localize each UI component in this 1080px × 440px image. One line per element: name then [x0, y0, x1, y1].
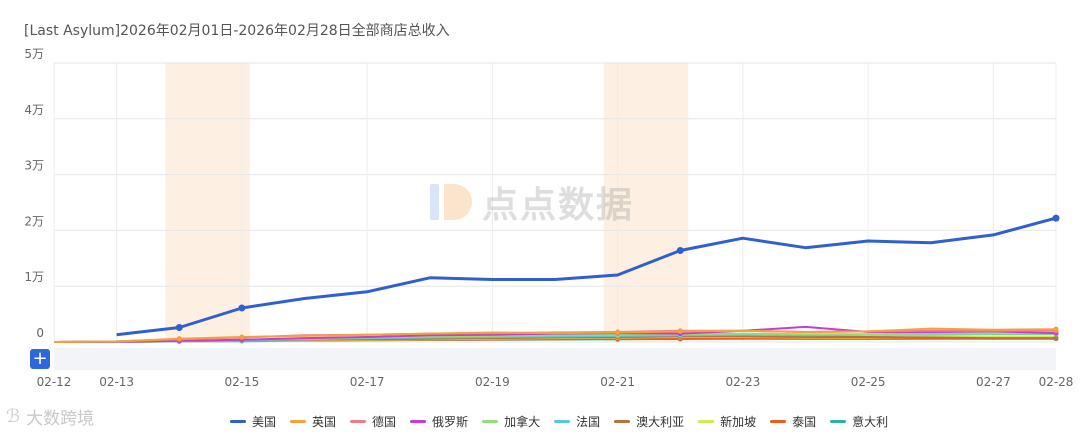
series-point: [615, 330, 621, 336]
legend-swatch: [614, 420, 631, 423]
chart-legend: 美国 英国 德国 俄罗斯 加拿大 法国 澳大利亚 新加坡 泰国 意大利: [230, 413, 902, 430]
chart-title: [Last Asylum]2026年02月01日-2026年02月28日全部商店…: [24, 23, 450, 39]
x-tick-label: 02-28: [1039, 375, 1074, 389]
legend-item[interactable]: 加拿大: [482, 413, 540, 430]
series-line: [53, 327, 1057, 343]
legend-swatch: [482, 420, 499, 423]
y-tick-label: 4万: [24, 103, 44, 117]
series-point: [238, 304, 246, 312]
legend-swatch: [350, 420, 367, 423]
legend-swatch: [770, 420, 787, 423]
legend-item[interactable]: 俄罗斯: [410, 413, 468, 430]
series-point: [1052, 214, 1060, 222]
legend-label: 新加坡: [720, 415, 757, 429]
legend-swatch: [410, 420, 427, 423]
series-point: [1053, 335, 1059, 341]
legend-item[interactable]: 英国: [290, 413, 336, 430]
footer-logo-icon: ℬ: [6, 406, 21, 427]
legend-label: 法国: [576, 415, 601, 429]
x-tick-label: 02-27: [976, 375, 1011, 389]
legend-label: 英国: [312, 415, 337, 429]
x-tick-label: 02-23: [725, 375, 760, 389]
x-tick-label: 02-25: [851, 375, 886, 389]
x-tick-label: 02-15: [224, 375, 259, 389]
legend-swatch: [830, 420, 847, 423]
x-axis-band: [54, 348, 1056, 370]
legend-label: 泰国: [792, 415, 817, 429]
watermark-text: 点点数据: [482, 185, 635, 226]
x-tick-label: 02-21: [600, 375, 635, 389]
legend-label: 美国: [252, 415, 277, 429]
highlight-band: [165, 63, 250, 342]
y-tick-label: 0: [36, 326, 44, 340]
series-point: [1053, 326, 1059, 332]
legend-swatch: [230, 420, 246, 423]
y-tick-label: 5万: [24, 47, 44, 61]
legend-swatch: [290, 420, 307, 423]
legend-swatch: [698, 420, 715, 423]
footer-logo-text: 大数跨境: [26, 409, 95, 429]
series-point: [677, 328, 683, 334]
y-tick-label: 2万: [24, 214, 44, 228]
legend-item[interactable]: 法国: [554, 413, 600, 430]
legend-item[interactable]: 德国: [350, 413, 396, 430]
watermark: 点点数据: [426, 176, 634, 228]
legend-label: 意大利: [852, 415, 889, 429]
y-tick-label: 3万: [24, 159, 44, 173]
x-tick-label: 02-13: [99, 375, 134, 389]
legend-label: 加拿大: [504, 415, 541, 429]
legend-item[interactable]: 泰国: [770, 413, 816, 430]
series-point: [175, 323, 183, 331]
legend-label: 澳大利亚: [636, 415, 685, 429]
legend-item[interactable]: 新加坡: [698, 413, 756, 430]
footer-logo: ℬ 大数跨境: [6, 404, 94, 429]
legend-label: 德国: [372, 415, 397, 429]
legend-item[interactable]: 美国: [230, 413, 276, 430]
legend-swatch: [554, 420, 571, 423]
legend-item[interactable]: 意大利: [830, 413, 888, 430]
x-tick-label: 02-19: [475, 375, 510, 389]
watermark-logo-icon: [430, 184, 472, 220]
x-tick-label: 02-17: [350, 375, 385, 389]
legend-item[interactable]: 澳大利亚: [614, 413, 684, 430]
series-point: [676, 246, 684, 254]
x-tick-label: 02-12: [37, 375, 72, 389]
y-tick-label: 1万: [24, 270, 44, 284]
series-point: [239, 334, 245, 340]
legend-label: 俄罗斯: [432, 415, 469, 429]
expand-button[interactable]: +: [30, 349, 50, 369]
series-line: [116, 216, 1057, 337]
series-point: [176, 336, 182, 342]
